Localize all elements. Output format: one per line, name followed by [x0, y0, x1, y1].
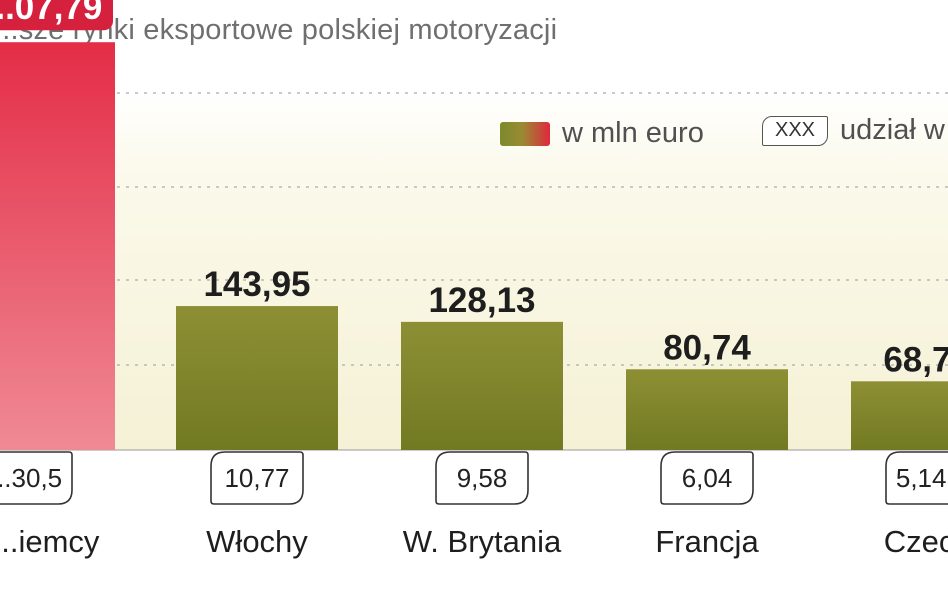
category-label-4: Francja [655, 524, 759, 559]
legend-share-sample: XXX [774, 119, 816, 141]
share-label-4: 6,04 [682, 463, 733, 493]
legend-share-swatch: XXX [762, 115, 828, 146]
bar-5 [851, 381, 948, 450]
share-label-3: 9,58 [457, 463, 508, 493]
bar-2 [176, 306, 338, 450]
bar-4 [626, 369, 788, 450]
bar-3 [401, 321, 563, 450]
share-box-5 [885, 451, 948, 505]
value-label-4: 80,74 [663, 328, 751, 367]
share-label-5: 5,14... [896, 463, 948, 493]
category-label-1: ...iemcy [0, 524, 100, 559]
value-label-bg-1 [0, 0, 113, 31]
value-label-2: 143,95 [203, 265, 310, 304]
value-label-5: 68,7... [883, 340, 948, 379]
legend-value: w mln euro [500, 117, 704, 150]
category-label-5: Czec... [884, 524, 948, 559]
bar-1 [0, 42, 115, 451]
legend-share: XXX udział w [762, 114, 945, 147]
share-box-1 [0, 451, 73, 505]
legend-value-label: w mln euro [562, 117, 704, 149]
category-label-3: W. Brytania [403, 524, 562, 559]
share-label-1: ...30,5 [0, 463, 62, 493]
share-box-4 [660, 451, 754, 505]
share-box-2 [210, 451, 304, 505]
share-label-2: 10,77 [224, 463, 289, 493]
legend-gradient-swatch [500, 121, 550, 146]
value-label-1: ...07,79 [0, 0, 102, 27]
share-box-3 [435, 451, 529, 505]
value-label-3: 128,13 [428, 281, 535, 320]
legend-share-label: udział w [840, 114, 945, 146]
category-label-2: Włochy [206, 524, 308, 559]
